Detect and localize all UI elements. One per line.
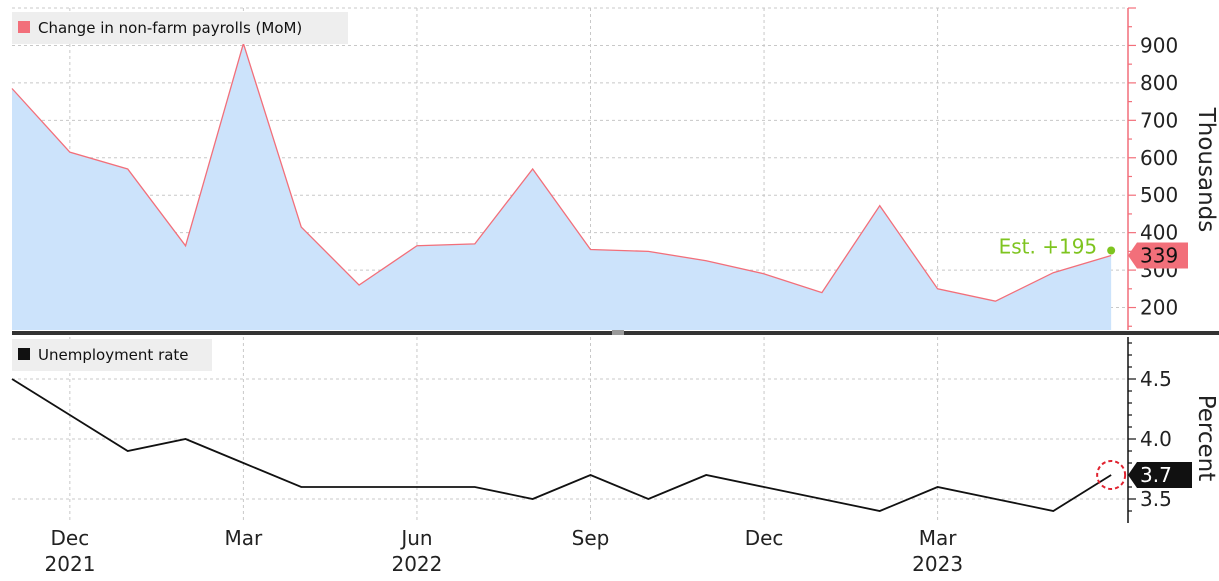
unemployment-y-tick-label: 4.0 (1140, 427, 1172, 451)
payrolls-y-axis-title: Thousands (1193, 107, 1219, 233)
payrolls-y-tick-label: 400 (1140, 221, 1178, 245)
x-year-label: 2022 (391, 552, 442, 576)
x-tick-label: Jun (399, 526, 432, 550)
unemployment-last-value-label: 3.7 (1140, 463, 1172, 487)
unemployment-line (12, 379, 1111, 511)
payrolls-area-fill (12, 44, 1111, 330)
payrolls-y-tick-label: 800 (1140, 71, 1178, 95)
payrolls-panel: Est. +195 (12, 44, 1115, 330)
payrolls-legend-label: Change in non-farm payrolls (MoM) (38, 19, 302, 37)
x-tick-label: Mar (225, 526, 264, 550)
payrolls-y-tick-label: 500 (1140, 183, 1178, 207)
payrolls-legend-swatch (18, 21, 30, 33)
x-year-label: 2021 (45, 552, 96, 576)
unemployment-legend-label: Unemployment rate (38, 346, 189, 364)
x-year-label: 2023 (912, 552, 963, 576)
unemployment-panel (12, 379, 1125, 511)
x-tick-label: Dec (745, 526, 784, 550)
payrolls-y-tick-label: 900 (1140, 33, 1178, 57)
panel-resize-handle[interactable] (612, 330, 624, 335)
x-tick-label: Dec (50, 526, 89, 550)
payrolls-y-tick-label: 200 (1140, 296, 1178, 320)
x-tick-label: Sep (572, 526, 610, 550)
estimate-marker (1107, 246, 1115, 254)
unemployment-y-tick-label: 3.5 (1140, 487, 1172, 511)
unemployment-legend-swatch (18, 348, 30, 360)
unemployment-y-axis-title: Percent (1193, 395, 1219, 482)
payrolls-last-value-label: 339 (1140, 243, 1178, 267)
x-tick-label: Mar (919, 526, 958, 550)
payrolls-y-tick-label: 600 (1140, 146, 1178, 170)
estimate-annotation: Est. +195 (999, 234, 1098, 258)
unemployment-y-tick-label: 4.5 (1140, 367, 1172, 391)
payrolls-y-tick-label: 700 (1140, 108, 1178, 132)
